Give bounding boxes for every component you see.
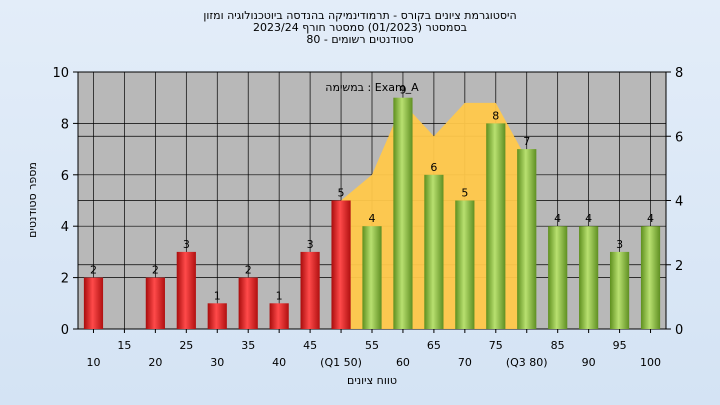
chart-title: היסטוגרמת ציונים בקורס - תרמודינמיקה בהנ… bbox=[203, 9, 517, 22]
bar-value-label: 4 bbox=[585, 212, 592, 225]
x-tick-label: 35 bbox=[241, 339, 255, 352]
bar-40 bbox=[269, 303, 289, 329]
bar-value-label: 5 bbox=[338, 187, 345, 200]
bar-value-label: 7 bbox=[523, 135, 530, 148]
x-tick-label: 20 bbox=[148, 356, 162, 369]
bar-value-label: 2 bbox=[152, 264, 159, 277]
x-tick-label: 100 bbox=[640, 356, 661, 369]
bar-value-label: 2 bbox=[90, 264, 97, 277]
x-tick-label: 10 bbox=[86, 356, 100, 369]
bar-50 bbox=[331, 200, 351, 329]
x-tick-label: 45 bbox=[303, 339, 317, 352]
x-tick-label: 95 bbox=[613, 339, 627, 352]
bar-value-label: 8 bbox=[492, 109, 499, 122]
bars: 2 2 3 1 2 1 3 5 4 9 6 5 8 7 4 4 3 4 bbox=[83, 84, 661, 330]
bar-value-label: 3 bbox=[307, 238, 314, 251]
bar-value-label: 4 bbox=[554, 212, 561, 225]
y2-tick-label: 2 bbox=[675, 259, 683, 274]
y-tick-label: 4 bbox=[61, 220, 69, 235]
bar-55 bbox=[362, 226, 382, 329]
annotation-label: במשימה : Exam_A bbox=[325, 81, 419, 94]
x-tick-label: 65 bbox=[427, 339, 441, 352]
y-tick-label: 2 bbox=[61, 272, 69, 287]
bar-60 bbox=[393, 97, 413, 329]
bar-95 bbox=[609, 251, 630, 329]
y-tick-label: 8 bbox=[61, 117, 69, 132]
y2-tick-label: 0 bbox=[675, 323, 683, 338]
bar-45 bbox=[300, 251, 320, 329]
bar-65 bbox=[424, 174, 444, 329]
bar-75 bbox=[486, 123, 506, 330]
y-tick-label: 0 bbox=[61, 323, 69, 338]
y2-tick-label: 4 bbox=[675, 195, 683, 210]
x-tick-label: (Q3 80) bbox=[506, 356, 548, 369]
x-tick-label: 25 bbox=[179, 339, 193, 352]
y-tick-label: 10 bbox=[52, 66, 69, 81]
bar-value-label: 6 bbox=[430, 161, 437, 174]
x-tick-label: 40 bbox=[272, 356, 286, 369]
x-tick-label: 55 bbox=[365, 339, 379, 352]
x-tick-label: 85 bbox=[551, 339, 565, 352]
bar-value-label: 1 bbox=[276, 289, 283, 302]
bar-85 bbox=[548, 226, 568, 329]
y-tick-label: 6 bbox=[61, 169, 69, 184]
bar-value-label: 5 bbox=[461, 187, 468, 200]
bar-value-label: 3 bbox=[616, 238, 623, 251]
x-tick-label: 70 bbox=[458, 356, 472, 369]
bar-80 bbox=[517, 149, 537, 329]
bar-value-label: 3 bbox=[183, 238, 190, 251]
x-tick-label: (Q1 50) bbox=[320, 356, 362, 369]
bar-20 bbox=[145, 277, 165, 329]
bar-35 bbox=[238, 277, 258, 329]
x-tick-label: 90 bbox=[582, 356, 596, 369]
x-axis-label: טווח ציונים bbox=[347, 374, 397, 387]
bar-25 bbox=[176, 251, 196, 329]
bar-70 bbox=[455, 200, 475, 329]
y2-tick-label: 8 bbox=[675, 66, 683, 81]
x-tick-label: 60 bbox=[396, 356, 410, 369]
bar-value-label: 4 bbox=[369, 212, 376, 225]
bar-value-label: 4 bbox=[647, 212, 654, 225]
bar-value-label: 2 bbox=[245, 264, 252, 277]
bar-100 bbox=[640, 226, 661, 329]
y-axis-label: מספר סטודנטים bbox=[26, 162, 39, 238]
bar-90 bbox=[579, 226, 599, 329]
chart-subtitle-students: סטודנטים רשומים - 80 bbox=[306, 33, 414, 46]
x-tick-label: 15 bbox=[117, 339, 131, 352]
x-tick-label: 30 bbox=[210, 356, 224, 369]
y2-tick-label: 6 bbox=[675, 130, 683, 145]
x-tick-label: 75 bbox=[489, 339, 503, 352]
bar-value-label: 1 bbox=[214, 289, 221, 302]
chart-subtitle-semester: בסמסטר (01/2023) סמסטר חורף 2023/24 bbox=[253, 21, 467, 34]
chart-title-block: היסטוגרמת ציונים בקורס - תרמודינמיקה בהנ… bbox=[0, 10, 720, 46]
bar-30 bbox=[207, 303, 227, 329]
bar-10 bbox=[83, 277, 104, 329]
bar-value-label: 9 bbox=[399, 84, 406, 97]
